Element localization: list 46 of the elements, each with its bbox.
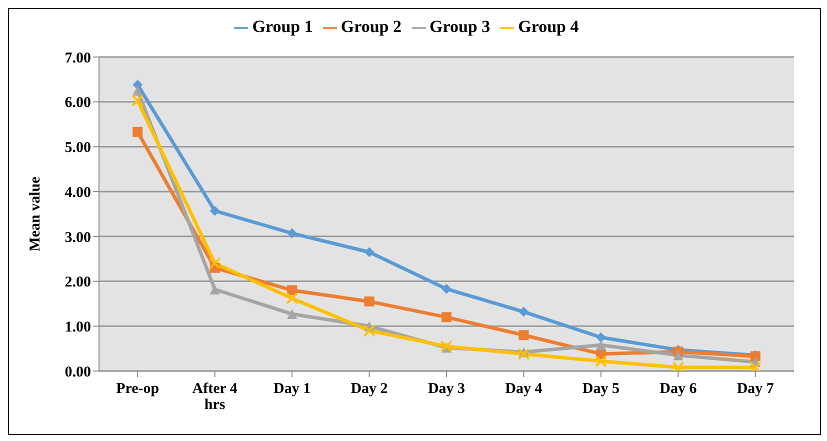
- point: [442, 284, 452, 294]
- point: [132, 126, 143, 137]
- point: [672, 361, 684, 371]
- point: [364, 296, 374, 306]
- point: [440, 340, 452, 352]
- point: [287, 228, 298, 238]
- point: [442, 312, 452, 322]
- y-tick-label: 7.00: [64, 50, 91, 66]
- point: [208, 257, 221, 270]
- x-tick-label: Day 3: [428, 381, 466, 397]
- point: [596, 340, 606, 350]
- point: [364, 247, 374, 258]
- point: [210, 206, 220, 216]
- point: [363, 324, 376, 337]
- point: [749, 361, 762, 371]
- point: [518, 348, 530, 360]
- y-tick-label: 2.00: [64, 274, 91, 291]
- y-tick-label: 3.00: [64, 230, 91, 246]
- legend-label: Group 1: [252, 17, 313, 36]
- legend-label: Group 3: [430, 17, 490, 36]
- point: [596, 332, 606, 342]
- y-tick-label: 5.00: [64, 140, 91, 156]
- point: [132, 94, 144, 107]
- point: [287, 309, 298, 320]
- x-tick-label: Pre-op: [116, 381, 160, 397]
- x-tick-label: Day 6: [660, 381, 698, 397]
- x-tick-label: Day 1: [274, 381, 311, 397]
- point: [286, 292, 298, 304]
- point: [518, 330, 529, 340]
- point: [673, 350, 684, 360]
- point: [518, 306, 529, 317]
- y-tick-label: 4.00: [64, 184, 91, 201]
- legend-label: Group 2: [340, 17, 402, 36]
- x-tick-label: After 4 hrs: [192, 381, 238, 413]
- x-tick-label: Day 7: [736, 381, 774, 397]
- x-tick-label: Day 4: [505, 381, 543, 397]
- y-tick-label: 0.00: [64, 364, 91, 380]
- x-tick-label: Day 2: [350, 381, 388, 397]
- x-tick-label: Day 5: [582, 381, 620, 397]
- y-tick-label: 6.00: [64, 95, 91, 112]
- y-tick-label: 1.00: [64, 319, 91, 336]
- point: [594, 355, 607, 368]
- y-axis-title: Mean value: [27, 176, 44, 252]
- legend-label: Group 4: [518, 17, 579, 36]
- point: [132, 86, 143, 96]
- point: [210, 284, 220, 294]
